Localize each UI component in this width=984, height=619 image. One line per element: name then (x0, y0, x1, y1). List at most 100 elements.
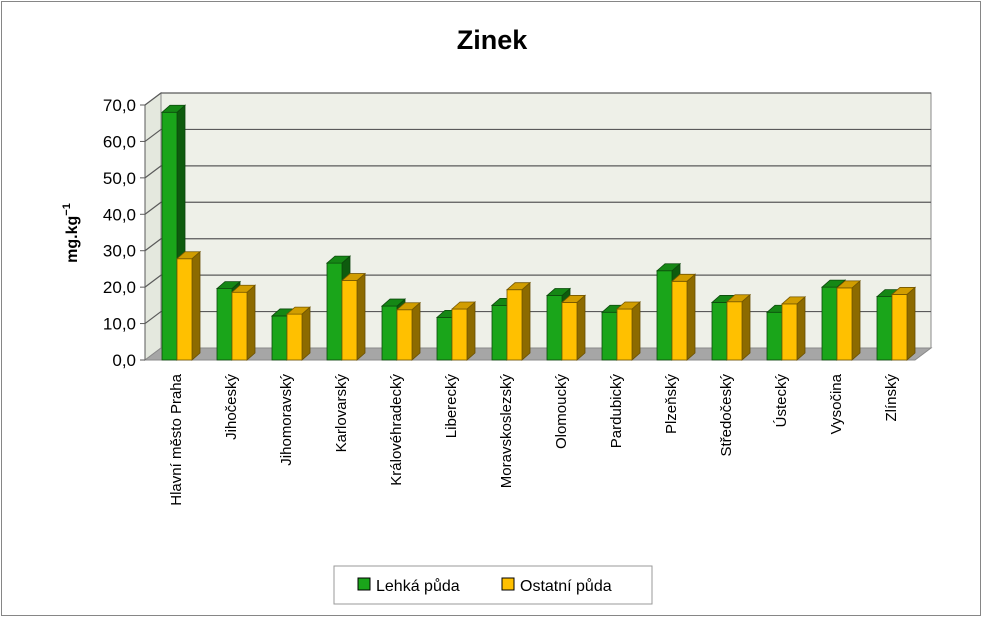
bar-side (356, 272, 366, 361)
bar (781, 303, 798, 361)
y-tick-label: 10,0 (103, 315, 136, 334)
y-axis-label: mg.kg−1 (61, 203, 81, 263)
bar (561, 302, 578, 361)
legend: Lehká půda Ostatní půda (333, 565, 653, 605)
bar-top (820, 279, 847, 288)
bar-side (576, 294, 586, 361)
gridline (144, 128, 931, 142)
y-axis-label-unit: mg.kg (64, 216, 81, 263)
x-category-label: Hlavní město Praha (168, 373, 185, 505)
bar (726, 301, 743, 361)
bar (876, 296, 893, 361)
bar-side (411, 301, 421, 361)
bar-side (851, 279, 861, 361)
bar-side (741, 293, 751, 361)
bar (656, 270, 673, 361)
bar-side (301, 306, 311, 361)
x-category-label: Vysočina (828, 373, 845, 434)
x-category-label: Ústecký (773, 374, 790, 428)
x-category-label: Plzeňský (663, 374, 680, 435)
bar (216, 288, 233, 361)
bar-top (215, 281, 242, 290)
x-category-label: Moravskoslezský (498, 374, 515, 489)
bar (436, 316, 453, 361)
bar-top (780, 296, 807, 305)
gridline (144, 201, 931, 215)
bar-top (230, 284, 257, 293)
y-tick-label: 70,0 (103, 96, 136, 115)
back-wall (160, 92, 932, 349)
x-category-label: Jihomoravský (278, 374, 295, 466)
bar-top (160, 104, 187, 113)
gridline (144, 165, 931, 179)
bar (451, 308, 468, 361)
bar-top (175, 251, 202, 260)
bar (671, 280, 688, 361)
bar-top (655, 263, 682, 272)
bar (341, 280, 358, 361)
bar-top (505, 282, 532, 291)
bar (891, 294, 908, 361)
bar (836, 287, 853, 361)
x-category-label: Jihočeský (223, 374, 240, 440)
bar-top (890, 287, 917, 295)
y-tick-label: 40,0 (103, 205, 136, 224)
bar (821, 286, 838, 361)
legend-label-ostatni-puda: Ostatní půda (520, 577, 612, 595)
bar (601, 311, 618, 361)
gridline (144, 238, 931, 252)
bar-side (686, 273, 696, 361)
bar (271, 315, 288, 361)
left-wall (144, 92, 162, 361)
x-category-label: Liberecký (443, 374, 460, 439)
bar-side (631, 301, 641, 361)
legend-label-lehka-puda: Lehká půda (376, 577, 460, 595)
x-category-label: Pardubický (608, 374, 625, 449)
bar-side (466, 301, 476, 361)
legend-box (333, 565, 653, 605)
x-category-label: Středočeský (718, 374, 735, 457)
gridline (144, 92, 931, 106)
bar-top (560, 295, 587, 303)
bar (546, 295, 563, 361)
bar-side (246, 284, 256, 361)
bar-top (450, 301, 477, 310)
bar-top (725, 294, 752, 303)
bar (231, 291, 248, 361)
bar (491, 304, 508, 361)
floor (143, 347, 933, 361)
y-tick-label: 20,0 (103, 278, 136, 297)
bar (381, 305, 398, 361)
bar-side (191, 250, 201, 361)
y-tick-label: 30,0 (103, 242, 136, 261)
x-category-label: Olomoucký (553, 374, 570, 450)
bar-side (906, 286, 916, 361)
x-category-label: Královéhradecký (388, 374, 405, 486)
y-tick-label: 50,0 (103, 169, 136, 188)
y-tick-label: 60,0 (103, 132, 136, 151)
bar-side (521, 281, 531, 361)
bar (176, 258, 193, 361)
bar-top (285, 306, 312, 315)
bar-top (325, 255, 352, 264)
bar-side (796, 296, 806, 361)
bar (711, 302, 728, 361)
chart-title: Zinek (457, 25, 529, 55)
bar (326, 262, 343, 361)
bar-top (340, 273, 367, 281)
bar-top (395, 302, 422, 311)
bar (616, 308, 633, 361)
bar (506, 289, 523, 361)
legend-swatch-ostatni-puda (501, 577, 515, 591)
plot-area: 0,0 10,0 20,0 30,0 40,0 50,0 60,0 70,0 Hlavní mě… (103, 92, 933, 506)
bar (161, 111, 178, 361)
bar-top (670, 273, 697, 282)
bar-top (615, 301, 642, 310)
legend-swatch-lehka-puda (357, 577, 371, 591)
y-axis-label-exponent: −1 (61, 203, 73, 216)
bar (396, 309, 413, 361)
bar (286, 313, 303, 361)
bar-top (380, 298, 407, 307)
bar-top (835, 280, 862, 289)
